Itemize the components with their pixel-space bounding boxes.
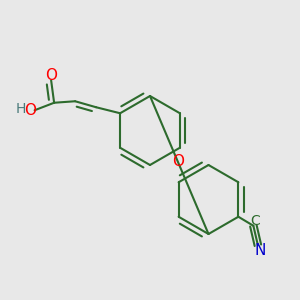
Text: N: N xyxy=(255,243,266,258)
Text: O: O xyxy=(172,154,184,169)
Text: C: C xyxy=(250,214,260,228)
Text: O: O xyxy=(24,103,36,118)
Text: H: H xyxy=(16,102,26,116)
Text: O: O xyxy=(45,68,57,83)
